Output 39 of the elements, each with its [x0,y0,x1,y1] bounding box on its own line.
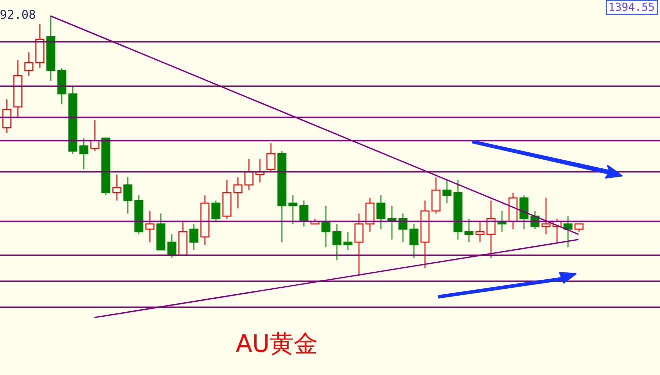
candlestick [564,216,573,248]
candlestick [520,195,529,230]
candlestick [442,179,452,204]
candlestick [58,68,67,106]
candlestick [90,120,100,152]
candlestick [168,234,177,258]
candlestick [178,221,188,256]
candlestick [366,198,375,232]
candlestick [542,198,551,236]
candlestick [80,138,89,170]
candlestick [146,210,155,243]
candlestick [508,192,518,230]
text: AU黄金 [236,329,318,360]
annotation: 92.08 [0,8,36,22]
candlestick [212,200,221,222]
candlestick [24,52,34,76]
candlestick [124,176,133,214]
candlestick [486,200,496,258]
candlestick [376,195,386,230]
candlestick [300,200,309,228]
candlestick [190,224,199,251]
candlestick [398,213,408,243]
candlestick [354,213,364,277]
candlestick [112,174,122,202]
candlestick [222,179,232,220]
candlestick [344,231,353,251]
candlestick [332,224,342,262]
candlestick [244,158,254,191]
text: 1394.55 [606,0,658,15]
candlestick [2,98,12,134]
candlestick [476,221,485,243]
candlestick [464,218,474,243]
candlestick [432,176,441,214]
candlestick [234,176,243,210]
candlestick [36,23,45,69]
candlestick [322,205,331,248]
candlestick [288,195,298,225]
candlestick [266,143,276,173]
candlestick [410,224,419,258]
